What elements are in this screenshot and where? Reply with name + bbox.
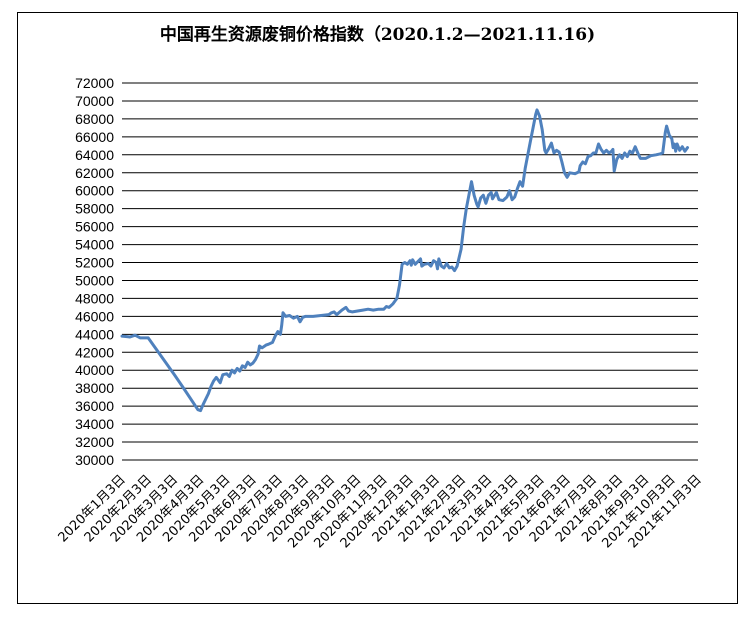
y-tick-label: 46000: [75, 308, 114, 324]
y-tick-label: 60000: [75, 183, 114, 199]
y-axis-ticks: 30000 32000 34000 36000 38000 40000 42000 44000…: [75, 75, 114, 468]
y-tick-label: 62000: [75, 165, 114, 181]
y-tick-label: 64000: [75, 147, 114, 163]
y-tick-label: 44000: [75, 326, 114, 342]
y-tick-label: 72000: [75, 75, 114, 91]
y-tick-label: 34000: [75, 416, 114, 432]
y-tick-label: 68000: [75, 111, 114, 127]
price-index-line: [120, 108, 689, 413]
x-axis-ticks: 2020年1月3日2020年2月3日2020年3月3日2020年4月3日2020…: [56, 472, 705, 551]
y-tick-label: 50000: [75, 272, 114, 288]
y-tick-label: 52000: [75, 255, 114, 271]
y-tick-label: 36000: [75, 398, 114, 414]
y-tick-label: 56000: [75, 219, 114, 235]
y-tick-label: 58000: [75, 201, 114, 217]
y-tick-label: 70000: [75, 93, 114, 109]
gridlines: [122, 82, 698, 461]
y-tick-label: 32000: [75, 434, 114, 450]
y-tick-label: 40000: [75, 362, 114, 378]
y-tick-label: 66000: [75, 129, 114, 145]
y-tick-label: 54000: [75, 237, 114, 253]
chart-title: 中国再生资源废铜价格指数（2020.1.2—2021.11.16): [159, 25, 596, 45]
y-tick-label: 30000: [75, 452, 114, 468]
y-tick-label: 38000: [75, 380, 114, 396]
y-tick-label: 42000: [75, 344, 114, 360]
y-tick-label: 48000: [75, 290, 114, 306]
